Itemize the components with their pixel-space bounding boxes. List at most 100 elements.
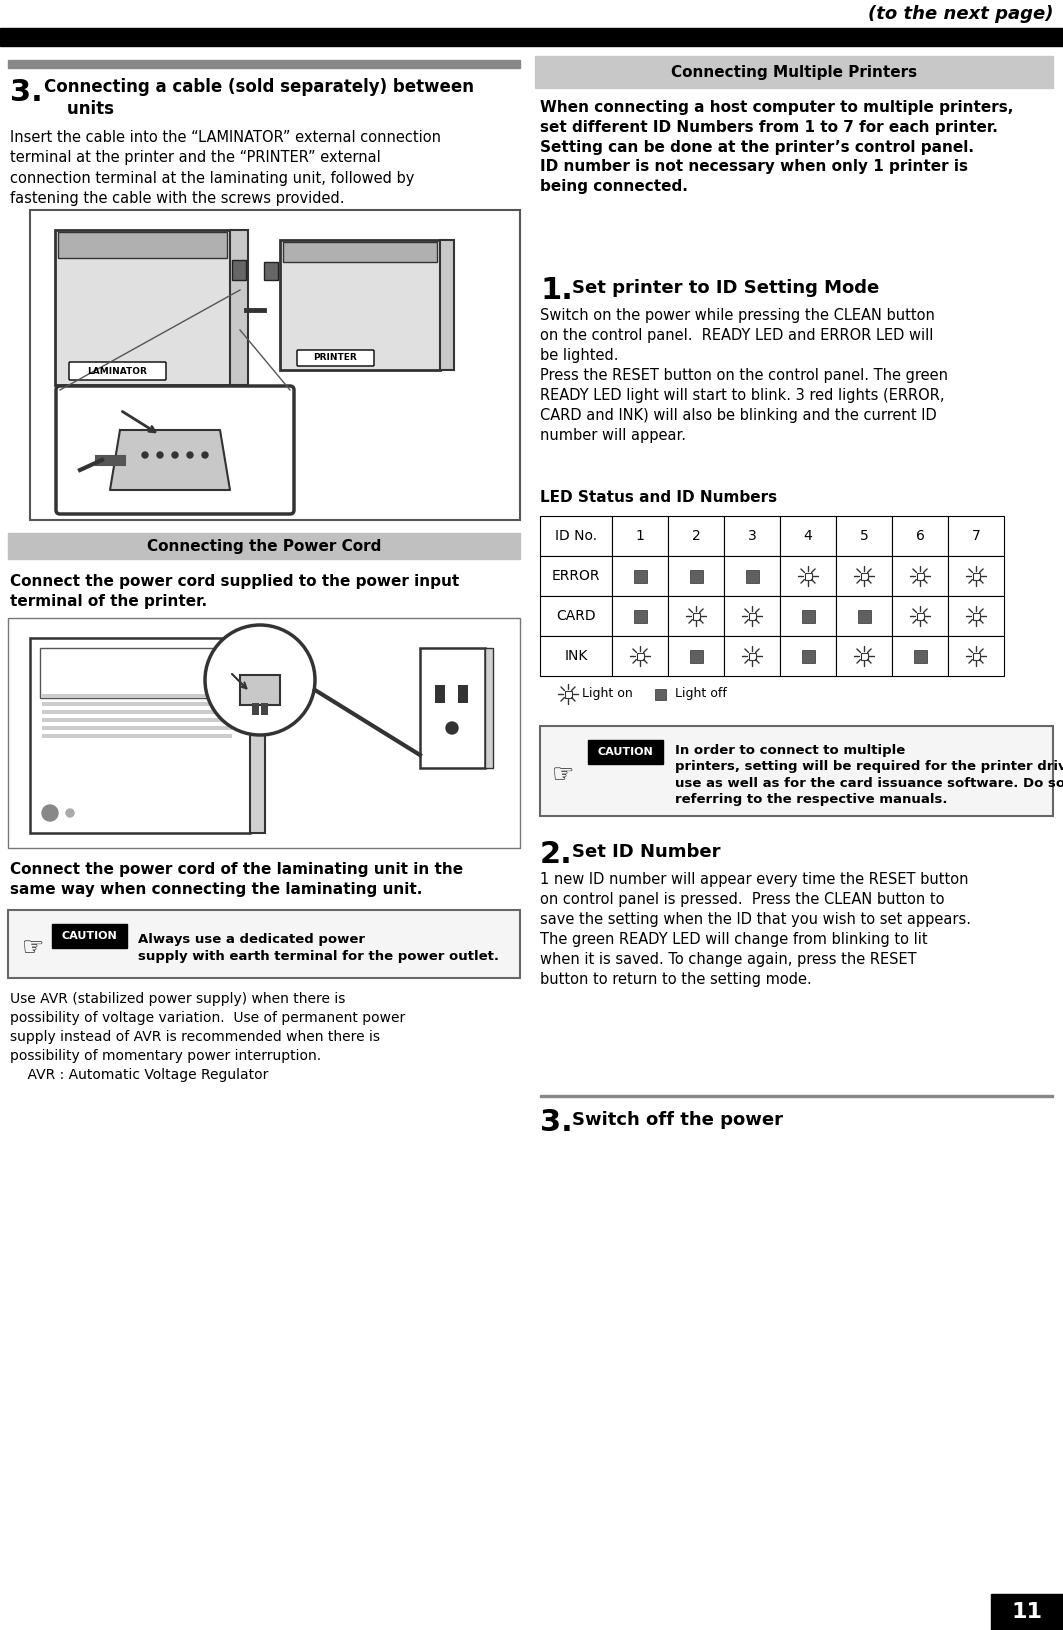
- Bar: [30, 210, 520, 520]
- Bar: [892, 597, 948, 636]
- Text: 2: 2: [692, 530, 701, 543]
- Bar: [9, 910, 520, 978]
- Text: Connecting the Power Cord: Connecting the Power Cord: [147, 538, 382, 554]
- Bar: [40, 649, 240, 698]
- Bar: [9, 618, 520, 848]
- Bar: [913, 649, 927, 662]
- Text: 5: 5: [860, 530, 868, 543]
- Bar: [230, 230, 248, 385]
- Bar: [540, 517, 612, 556]
- Bar: [916, 572, 924, 580]
- Bar: [458, 685, 468, 703]
- Bar: [690, 649, 703, 662]
- Text: Use AVR (stabilized power supply) when there is
possibility of voltage variation: Use AVR (stabilized power supply) when t…: [10, 993, 405, 1082]
- Bar: [780, 556, 836, 597]
- Bar: [43, 725, 232, 730]
- Bar: [748, 652, 756, 660]
- Text: 7: 7: [972, 530, 980, 543]
- Bar: [802, 610, 814, 623]
- Bar: [264, 262, 279, 280]
- Bar: [588, 740, 663, 764]
- Text: Connecting a cable (sold separately) between
    units: Connecting a cable (sold separately) bet…: [44, 78, 474, 119]
- Bar: [283, 241, 437, 262]
- Text: ERROR: ERROR: [552, 569, 601, 584]
- Bar: [892, 517, 948, 556]
- Text: Connecting Multiple Printers: Connecting Multiple Printers: [671, 65, 917, 80]
- Text: ID No.: ID No.: [555, 530, 597, 543]
- Bar: [55, 230, 230, 385]
- Bar: [252, 703, 259, 716]
- Text: Switch on the power while pressing the CLEAN button
on the control panel.  READY: Switch on the power while pressing the C…: [540, 308, 948, 443]
- Bar: [748, 613, 756, 619]
- Circle shape: [202, 452, 208, 458]
- Bar: [250, 637, 265, 833]
- Circle shape: [187, 452, 193, 458]
- Bar: [535, 55, 1053, 88]
- Text: 11: 11: [1012, 1602, 1043, 1622]
- Circle shape: [172, 452, 178, 458]
- Text: (to the next page): (to the next page): [867, 5, 1053, 23]
- Bar: [948, 636, 1003, 676]
- Bar: [612, 556, 668, 597]
- Bar: [540, 725, 1053, 817]
- Bar: [973, 572, 979, 580]
- Bar: [435, 685, 445, 703]
- Bar: [858, 610, 871, 623]
- Text: LAMINATOR: LAMINATOR: [87, 367, 147, 375]
- Bar: [540, 1095, 1053, 1097]
- Bar: [612, 597, 668, 636]
- Bar: [261, 703, 268, 716]
- Bar: [780, 517, 836, 556]
- Bar: [58, 231, 227, 258]
- Bar: [836, 556, 892, 597]
- Circle shape: [446, 722, 458, 734]
- Text: Set printer to ID Setting Mode: Set printer to ID Setting Mode: [572, 279, 879, 297]
- Text: 4: 4: [804, 530, 812, 543]
- Bar: [232, 261, 246, 280]
- Bar: [634, 569, 646, 582]
- Bar: [745, 569, 759, 582]
- Bar: [668, 517, 724, 556]
- Text: 3: 3: [747, 530, 757, 543]
- Bar: [861, 652, 867, 660]
- Bar: [892, 556, 948, 597]
- Text: INK: INK: [564, 649, 588, 663]
- Bar: [861, 572, 867, 580]
- Text: Set ID Number: Set ID Number: [572, 843, 721, 861]
- Bar: [564, 691, 572, 698]
- Text: ☞: ☞: [552, 763, 574, 787]
- Bar: [30, 637, 250, 833]
- Bar: [973, 652, 979, 660]
- Text: PRINTER: PRINTER: [314, 354, 357, 362]
- Bar: [9, 60, 520, 68]
- Bar: [973, 613, 979, 619]
- Bar: [668, 597, 724, 636]
- Bar: [724, 556, 780, 597]
- Bar: [43, 734, 232, 738]
- Bar: [724, 597, 780, 636]
- Bar: [724, 636, 780, 676]
- Bar: [692, 613, 699, 619]
- Circle shape: [66, 808, 74, 817]
- Text: Switch off the power: Switch off the power: [572, 1112, 783, 1130]
- Bar: [0, 28, 1063, 46]
- Bar: [240, 675, 280, 706]
- Text: 1.: 1.: [540, 275, 573, 305]
- Bar: [43, 694, 232, 698]
- Bar: [634, 610, 646, 623]
- Bar: [655, 688, 665, 699]
- Circle shape: [157, 452, 163, 458]
- Bar: [690, 569, 703, 582]
- Text: 1 new ID number will appear every time the RESET button
on control panel is pres: 1 new ID number will appear every time t…: [540, 872, 971, 988]
- Bar: [668, 556, 724, 597]
- Bar: [280, 240, 440, 370]
- Text: Light on: Light on: [583, 688, 632, 701]
- Text: Light off: Light off: [675, 688, 727, 701]
- Bar: [668, 636, 724, 676]
- Bar: [420, 649, 485, 768]
- FancyBboxPatch shape: [297, 350, 374, 367]
- Bar: [916, 613, 924, 619]
- Text: Connect the power cord supplied to the power input
terminal of the printer.: Connect the power cord supplied to the p…: [10, 574, 459, 608]
- Bar: [9, 533, 520, 559]
- Circle shape: [43, 805, 58, 822]
